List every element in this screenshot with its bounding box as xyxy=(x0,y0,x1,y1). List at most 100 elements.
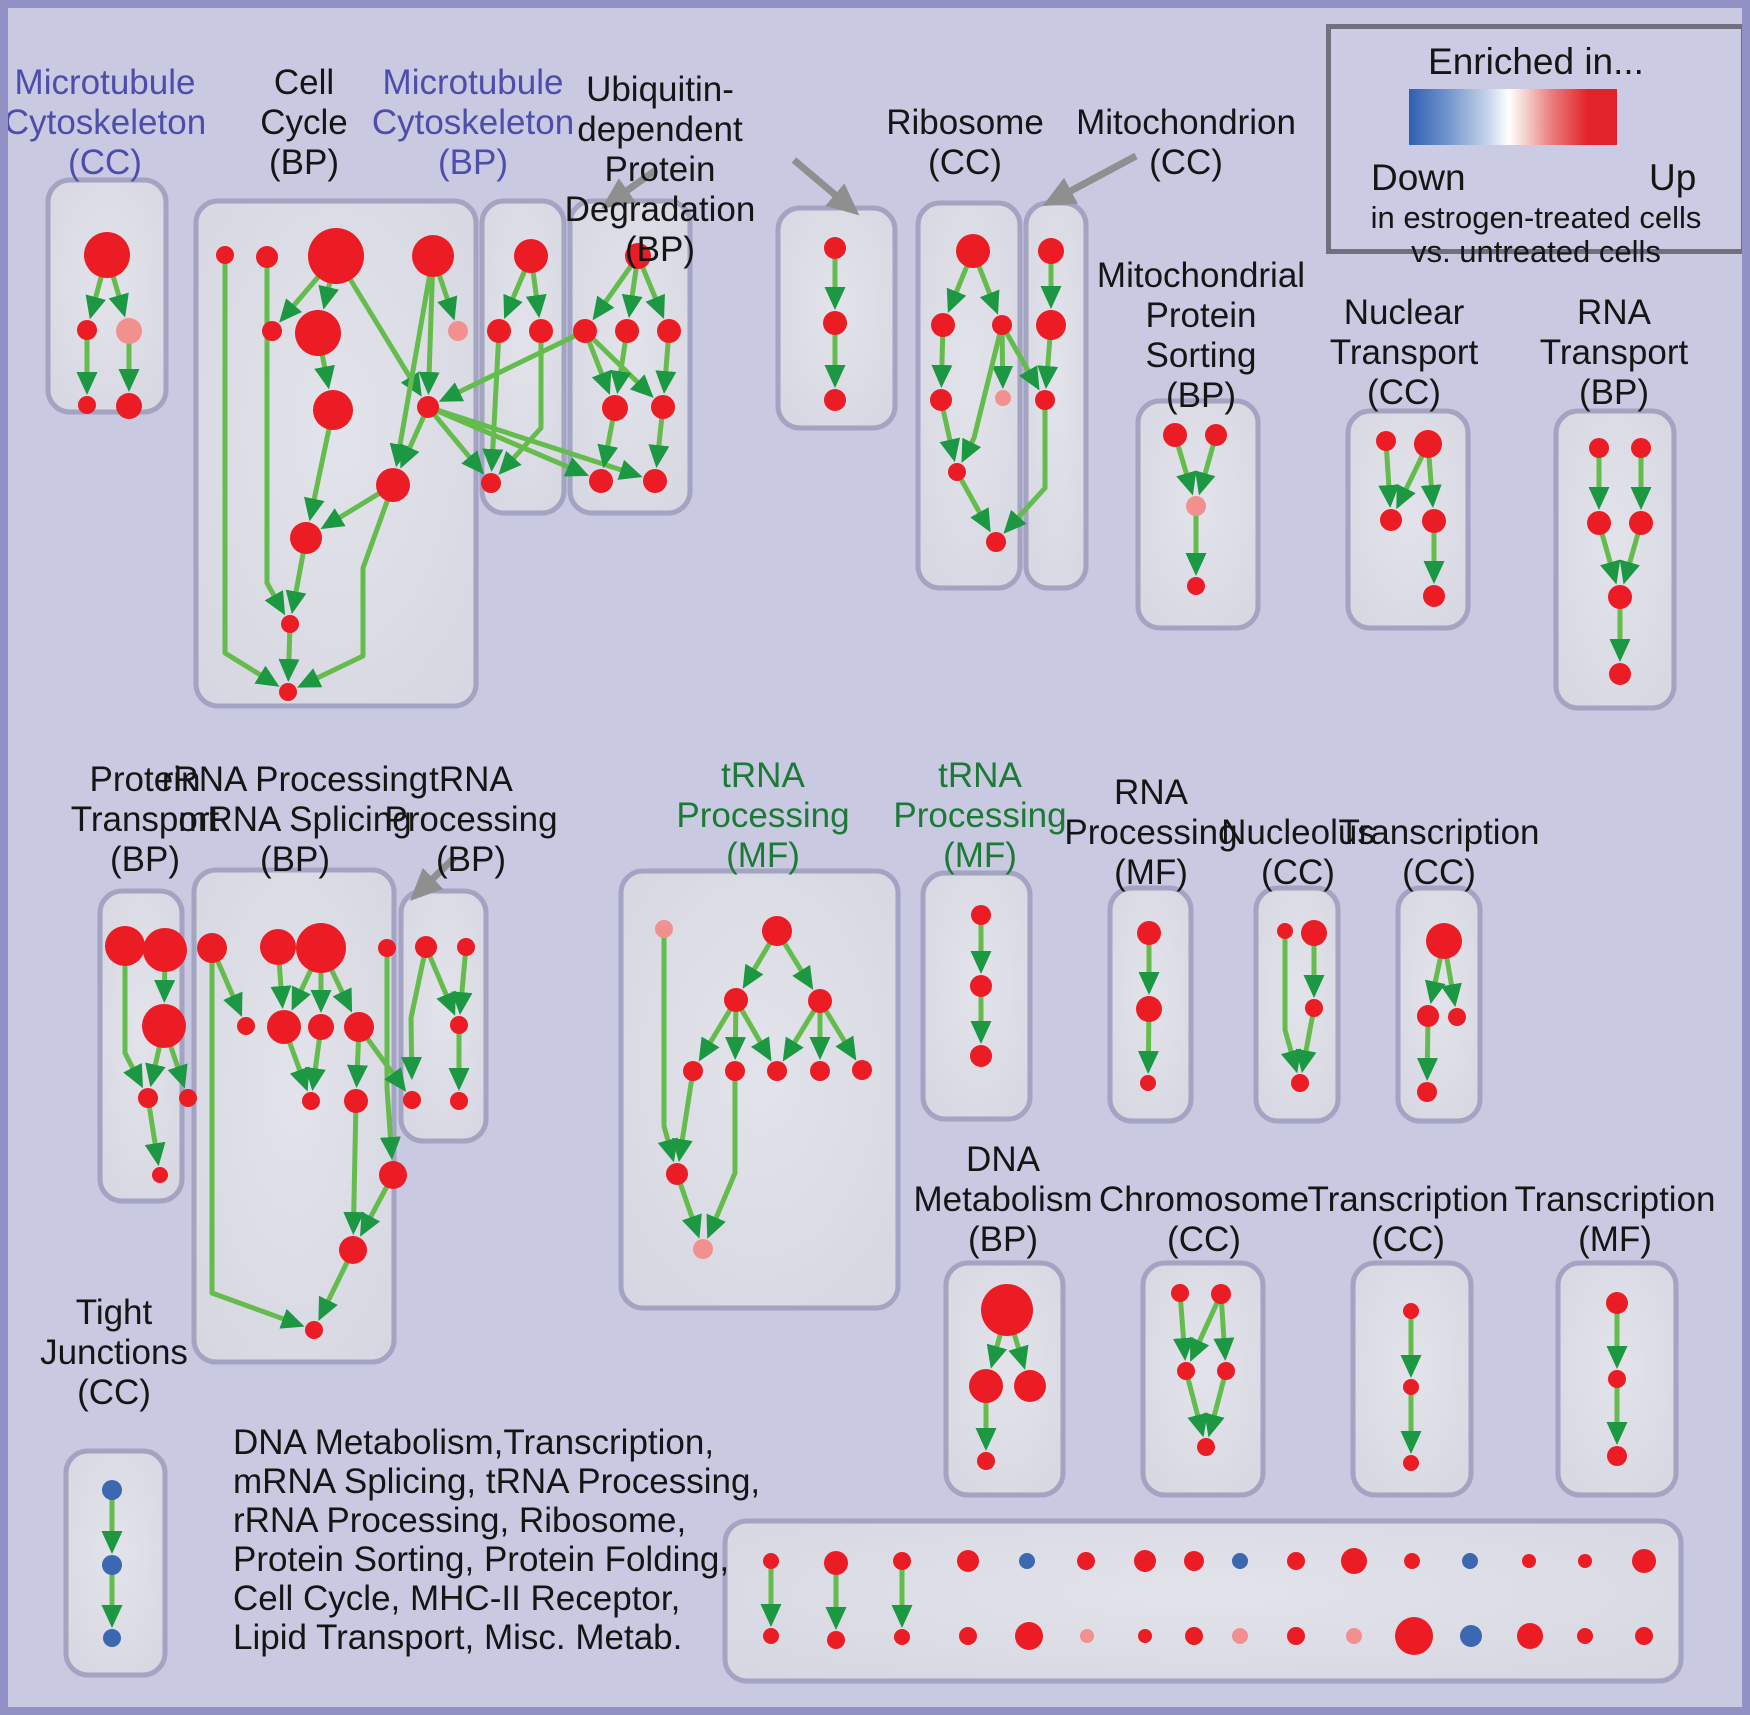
node-red xyxy=(344,1089,368,1113)
edge xyxy=(209,948,305,1329)
node-red xyxy=(956,234,990,268)
node-red xyxy=(308,228,364,284)
edge xyxy=(418,255,440,396)
node-red xyxy=(403,1091,421,1109)
node-red xyxy=(344,1012,374,1042)
node-pink xyxy=(1232,1628,1248,1644)
cluster-box-transcription-cc-mid xyxy=(1395,885,1483,1124)
node-red xyxy=(1606,1292,1628,1314)
node-red xyxy=(589,469,613,493)
node-red xyxy=(256,246,278,268)
node-red xyxy=(823,311,847,335)
node-red xyxy=(1635,1627,1653,1645)
cluster-box-mixed-terms-bottom xyxy=(722,1518,1684,1684)
node-red xyxy=(412,235,454,277)
node-red xyxy=(930,389,952,411)
node-red xyxy=(651,395,675,419)
node-red xyxy=(725,1061,745,1081)
node-red xyxy=(763,1628,779,1644)
edge xyxy=(438,328,587,402)
node-red xyxy=(1184,1551,1204,1571)
node-red xyxy=(450,1092,468,1110)
node-red xyxy=(116,393,142,419)
node-red xyxy=(138,1088,158,1108)
cluster-label: RNA Processing (MF) xyxy=(1064,773,1238,892)
node-red xyxy=(1163,423,1187,447)
node-red xyxy=(514,239,548,273)
node-red xyxy=(267,1010,301,1044)
node-red xyxy=(894,1629,910,1645)
node-blue xyxy=(102,1555,122,1575)
cluster-label: Transcription (CC) xyxy=(1307,1180,1509,1259)
edge xyxy=(498,331,544,475)
node-red xyxy=(970,1045,992,1067)
node-red xyxy=(237,1017,255,1035)
cluster-label: Microtubule Cytoskeleton (BP) xyxy=(371,63,575,182)
node-red xyxy=(1177,1362,1195,1380)
edge xyxy=(482,330,504,473)
cluster-label: Mitochondrial Protein Sorting (BP) xyxy=(1096,256,1306,415)
node-pink xyxy=(655,920,673,938)
node-red xyxy=(152,1167,168,1183)
edge xyxy=(1190,1292,1224,1362)
node-red xyxy=(1404,1553,1420,1569)
legend-title: Enriched in... xyxy=(1428,41,1644,82)
edge xyxy=(389,255,436,468)
node-red xyxy=(339,1236,367,1264)
node-red xyxy=(969,1369,1003,1403)
node-red xyxy=(529,319,553,343)
callout-arrow-icon xyxy=(409,855,457,901)
node-red xyxy=(986,532,1006,552)
node-red xyxy=(1608,1370,1626,1388)
cluster-box-trna-processing-mf-large xyxy=(618,868,901,1311)
node-pink xyxy=(116,318,142,344)
node-red xyxy=(260,929,296,965)
cluster-label: Mitochondrion (CC) xyxy=(1076,103,1296,182)
node-red xyxy=(308,1014,334,1040)
node-red xyxy=(602,395,628,421)
node-red xyxy=(105,926,145,966)
cluster-label: Protein Transport (BP) xyxy=(70,760,220,879)
callout-arrow-icon xyxy=(1042,152,1138,206)
node-red xyxy=(1137,921,1161,945)
footnote-text: DNA Metabolism,Transcription, mRNA Splic… xyxy=(233,1423,761,1657)
node-red xyxy=(971,905,991,925)
edge xyxy=(1183,1370,1208,1438)
node-red xyxy=(1217,1362,1235,1380)
node-red xyxy=(1517,1623,1543,1649)
node-blue xyxy=(103,1629,121,1647)
node-red xyxy=(1403,1455,1419,1471)
node-red xyxy=(810,1061,830,1081)
node-red xyxy=(767,1061,787,1081)
node-blue xyxy=(102,1480,122,1500)
legend: Enriched in... Down Up in estrogen-treat… xyxy=(1326,24,1742,269)
cluster-box-dna-metabolism-bp xyxy=(943,1260,1066,1498)
node-red xyxy=(981,1284,1033,1336)
node-red xyxy=(1632,1549,1656,1573)
node-red xyxy=(305,1321,323,1339)
edge xyxy=(1295,1007,1317,1074)
cluster-label: tRNA Processing (MF) xyxy=(676,756,850,875)
edge xyxy=(122,946,143,1089)
edge xyxy=(343,1100,365,1236)
edge xyxy=(264,257,286,616)
node-red xyxy=(1403,1379,1419,1395)
node-red xyxy=(1448,1008,1466,1026)
node-red xyxy=(992,315,1012,335)
callout-arrow-icon xyxy=(791,157,860,216)
node-red xyxy=(1015,1622,1043,1650)
node-red xyxy=(824,389,846,411)
edge xyxy=(401,946,429,1081)
edge xyxy=(1003,400,1048,534)
cluster-box-microtubule-cytoskeleton-bp xyxy=(479,198,567,516)
node-red xyxy=(290,522,322,554)
node-red xyxy=(1035,390,1055,410)
edge xyxy=(671,1070,696,1163)
node-red xyxy=(1197,1438,1215,1456)
node-red xyxy=(1578,1554,1592,1568)
node-red xyxy=(724,988,748,1012)
node-red xyxy=(1287,1627,1305,1645)
node-pink xyxy=(448,321,468,341)
node-red xyxy=(1608,585,1632,609)
edge xyxy=(297,484,396,688)
